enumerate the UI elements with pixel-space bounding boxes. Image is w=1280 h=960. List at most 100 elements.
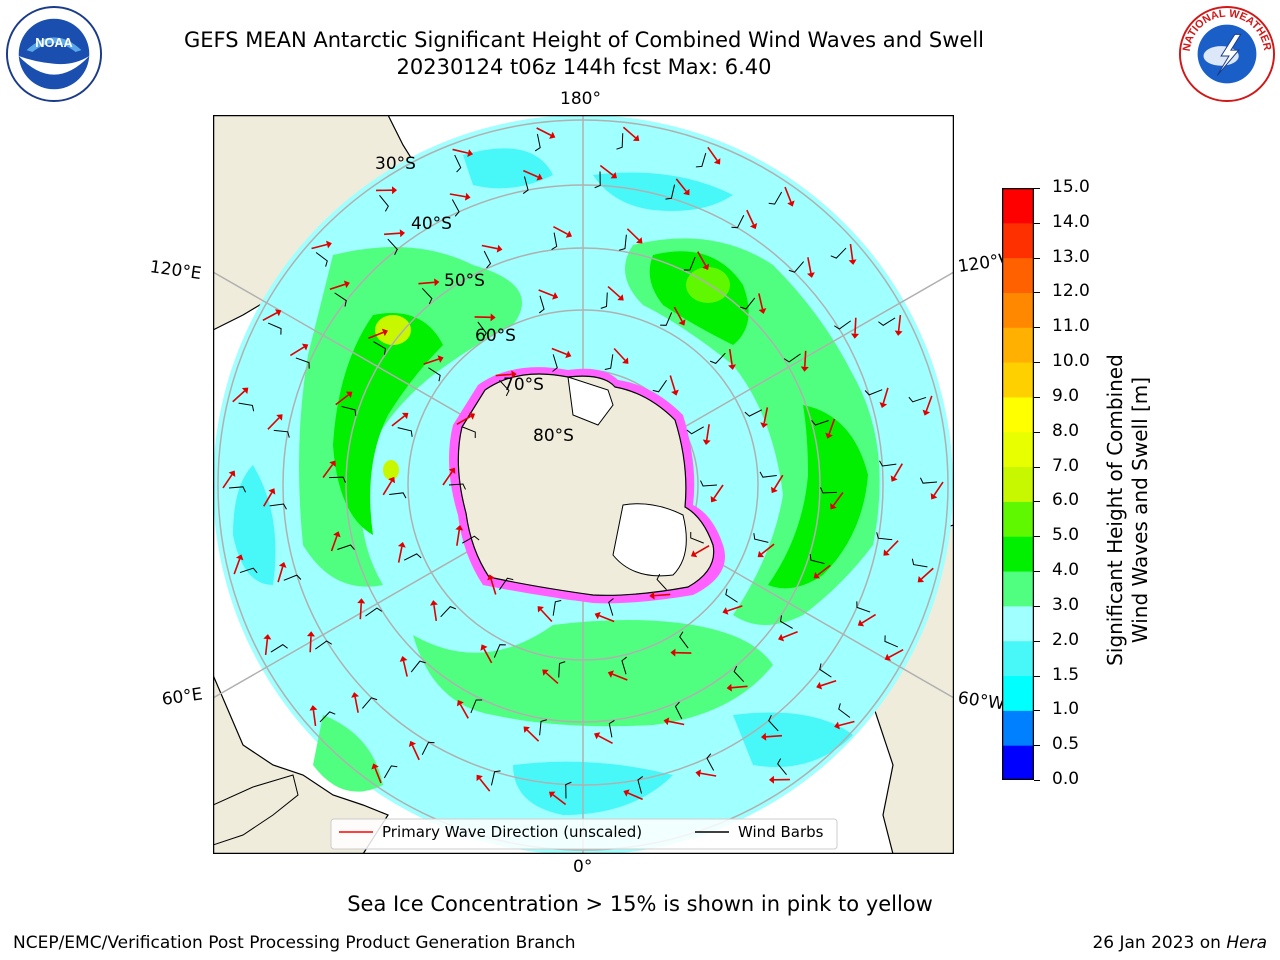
polar-map: 30°S 40°S 50°S 60°S 70°S 80°S Primary Wa… bbox=[213, 115, 954, 854]
wave-arrow-head bbox=[825, 432, 833, 439]
wind-barb bbox=[440, 606, 457, 618]
wind-barb bbox=[656, 573, 667, 591]
wave-arrow-head bbox=[678, 319, 686, 326]
wave-arrow-head bbox=[806, 272, 815, 278]
wind-barb bbox=[337, 544, 355, 550]
wave-arrow-head bbox=[917, 576, 925, 583]
wind-barb bbox=[470, 699, 483, 714]
wave-arrow-head bbox=[455, 524, 464, 531]
colorbar-tick-label: 7.0 bbox=[1052, 455, 1080, 476]
sea-ice-note: Sea Ice Concentration > 15% is shown in … bbox=[347, 892, 933, 916]
wave-arrow-head bbox=[456, 700, 464, 707]
wind-barb bbox=[830, 247, 847, 259]
wind-barb bbox=[228, 486, 247, 493]
colorbar-segment bbox=[1002, 327, 1034, 363]
wave-arrow bbox=[622, 126, 637, 139]
wind-barb bbox=[600, 292, 608, 309]
colorbar-segment bbox=[1002, 431, 1034, 468]
wave-arrow-head bbox=[930, 493, 938, 500]
legend-wind-barbs: Wind Barbs bbox=[738, 823, 824, 841]
footer-machine: Hera bbox=[1226, 933, 1267, 953]
wave-arrow-head bbox=[536, 173, 543, 181]
wave-arrow bbox=[758, 293, 764, 310]
wind-barb bbox=[421, 741, 435, 755]
wave-arrow-head bbox=[617, 294, 624, 301]
colorbar-tick-label: 10.0 bbox=[1052, 351, 1090, 372]
wind-barb bbox=[777, 758, 787, 775]
wind-barb bbox=[621, 656, 627, 675]
wave-arrow bbox=[599, 164, 614, 176]
wave-arrow-head bbox=[778, 633, 785, 642]
colorbar-tick-label: 14.0 bbox=[1052, 211, 1090, 232]
wave-arrow bbox=[897, 314, 902, 332]
colorbar-segment bbox=[1002, 222, 1034, 259]
wave-arrow-head bbox=[464, 192, 471, 201]
wind-barb bbox=[239, 567, 258, 574]
wind-barb bbox=[811, 420, 829, 426]
wind-barb bbox=[686, 426, 704, 435]
colorbar-segment bbox=[1002, 640, 1034, 677]
wave-arrow bbox=[536, 127, 552, 136]
wave-arrow bbox=[607, 285, 621, 298]
wind-barb bbox=[753, 533, 769, 543]
wind-barb bbox=[780, 615, 793, 629]
wind-barb bbox=[490, 770, 501, 786]
colorbar-tick-mark bbox=[1034, 431, 1040, 433]
wave-arrow bbox=[329, 283, 346, 290]
colorbar-tick-mark bbox=[1034, 745, 1040, 747]
wave-arrow bbox=[849, 243, 854, 261]
wave-arrow-head bbox=[391, 186, 398, 195]
colorbar-tick-mark bbox=[1034, 501, 1040, 503]
wind-barb bbox=[679, 631, 689, 649]
colorbar-tick-label: 0.0 bbox=[1052, 769, 1080, 789]
wind-barb bbox=[462, 535, 480, 544]
wave-arrow bbox=[832, 492, 844, 506]
wave-arrow-head bbox=[468, 412, 476, 420]
wave-arrow bbox=[449, 193, 466, 198]
wave-arrow bbox=[713, 484, 724, 499]
wind-barb bbox=[740, 297, 756, 310]
wave-arrow bbox=[626, 228, 640, 241]
wave-arrow bbox=[669, 375, 676, 392]
wave-arrow bbox=[746, 209, 755, 225]
footer-date: 26 Jan 2023 on Hera bbox=[1092, 933, 1267, 953]
wave-arrow-head bbox=[636, 237, 643, 244]
wave-arrow bbox=[456, 529, 461, 546]
wave-arrow bbox=[490, 578, 497, 595]
wave-arrow bbox=[309, 636, 312, 653]
wave-arrow-head bbox=[787, 200, 795, 207]
wind-barb bbox=[876, 532, 893, 541]
wave-arrow bbox=[761, 543, 775, 555]
wind-barb bbox=[733, 665, 745, 683]
wind-barb bbox=[552, 354, 558, 372]
colorbar-tick-label: 11.0 bbox=[1052, 316, 1090, 337]
colorbar-tick-mark bbox=[1034, 396, 1040, 398]
wave-arrow-head bbox=[857, 619, 865, 627]
wind-barb bbox=[864, 389, 883, 396]
wind-barb bbox=[783, 353, 801, 363]
colorbar-tick-mark bbox=[1034, 222, 1040, 224]
wave-arrow-head bbox=[326, 240, 332, 249]
wave-arrow-head bbox=[728, 364, 737, 370]
wave-arrow-head bbox=[670, 648, 676, 657]
wind-barb bbox=[539, 719, 547, 736]
colorbar-tick-label: 3.0 bbox=[1052, 594, 1080, 615]
wind-barb bbox=[397, 427, 413, 437]
wave-arrow bbox=[423, 358, 440, 365]
land-africa bbox=[213, 674, 389, 854]
wave-arrow-head bbox=[607, 670, 614, 678]
wind-barb bbox=[448, 483, 466, 490]
wind-barb bbox=[238, 402, 255, 412]
wave-arrow bbox=[289, 346, 305, 357]
colorbar-segment bbox=[1002, 466, 1034, 502]
wave-arrow bbox=[726, 605, 743, 612]
wave-arrow bbox=[433, 604, 438, 622]
wave-arrow bbox=[263, 492, 273, 507]
wave-arrow-head bbox=[309, 705, 318, 711]
wave-arrow bbox=[551, 347, 568, 356]
colorbar-tick-label: 1.0 bbox=[1052, 699, 1080, 720]
wave-arrow bbox=[354, 696, 359, 713]
wave-arrow-head bbox=[884, 653, 891, 661]
wind-barb bbox=[539, 295, 545, 314]
wind-barb bbox=[594, 171, 601, 189]
